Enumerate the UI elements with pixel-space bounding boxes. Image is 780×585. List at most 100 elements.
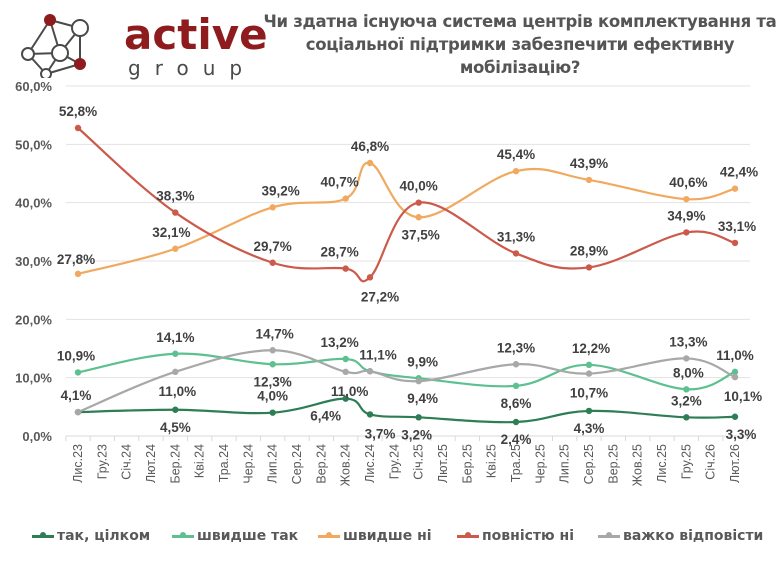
data-label: 3,3%	[726, 427, 757, 442]
data-label: 40,7%	[321, 175, 359, 190]
x-tick-label: Кві.25	[485, 444, 499, 478]
data-point	[415, 377, 422, 385]
y-tick-label: 30,0%	[15, 254, 52, 269]
data-point	[342, 195, 349, 202]
y-tick-label: 50,0%	[15, 137, 52, 152]
network-logo-icon	[21, 14, 89, 78]
x-tick-label: Бер.24	[168, 444, 182, 484]
series-line	[77, 352, 736, 391]
x-tick-label: Лип.25	[558, 444, 572, 483]
data-point	[366, 411, 374, 418]
data-point	[512, 250, 520, 257]
data-point	[512, 418, 520, 426]
legend-item[interactable]: так, цілком	[32, 528, 150, 544]
legend-item[interactable]: швидше ні	[318, 528, 432, 544]
x-tick-label: Чер.24	[241, 444, 255, 484]
y-tick-label: 40,0%	[15, 196, 52, 211]
series-line	[77, 127, 736, 283]
series-line	[77, 397, 736, 424]
legend-item[interactable]: повністю ні	[457, 528, 574, 544]
x-tick-label: Лис.25	[655, 444, 669, 483]
data-point	[683, 386, 690, 393]
data-label: 12,3%	[254, 374, 292, 389]
data-point	[683, 414, 690, 421]
data-point	[415, 199, 422, 206]
x-tick-label: Лис.23	[71, 444, 85, 483]
data-label: 3,2%	[671, 393, 702, 408]
x-tick-label: Гру.23	[95, 444, 109, 479]
data-label: 12,3%	[497, 340, 535, 355]
data-label: 27,8%	[57, 252, 95, 267]
data-label: 10,7%	[570, 386, 608, 401]
data-point	[585, 361, 593, 369]
data-point	[512, 361, 520, 368]
data-label: 46,8%	[351, 139, 389, 154]
data-label: 12,2%	[572, 341, 610, 356]
data-label: 2,4%	[501, 432, 532, 447]
data-label: 37,5%	[402, 227, 440, 242]
data-point	[415, 214, 422, 221]
data-point	[731, 239, 739, 247]
x-tick-label: Кві.24	[193, 444, 207, 478]
data-label: 14,7%	[256, 326, 294, 341]
data-label: 9,4%	[407, 391, 438, 406]
data-point	[585, 176, 593, 184]
data-label: 6,4%	[310, 409, 341, 424]
data-label: 11,0%	[331, 384, 369, 399]
legend-item[interactable]: важко відповісти	[598, 528, 763, 544]
legend-line-marker-icon	[457, 532, 479, 538]
legend-label: швидше так	[197, 528, 299, 544]
legend-item[interactable]: швидше так	[172, 528, 298, 544]
data-point	[269, 347, 276, 354]
data-label: 8,0%	[673, 365, 704, 380]
logo-subtitle: group	[128, 56, 257, 80]
legend-line-marker-icon	[318, 532, 340, 538]
data-label: 3,7%	[365, 426, 396, 441]
gridlines	[66, 85, 750, 379]
data-label: 11,1%	[359, 347, 397, 362]
data-point	[269, 204, 276, 211]
line-chart: 0,0% 10,0% 20,0% 30,0% 40,0% 50,0% 60,0% Лис.2…	[15, 79, 762, 486]
y-tick-label: 20,0%	[15, 312, 52, 327]
data-label: 40,0%	[400, 179, 438, 194]
data-point	[512, 167, 520, 175]
legend-label: швидше ні	[343, 528, 432, 544]
data-point	[74, 369, 82, 376]
data-label: 13,2%	[321, 335, 359, 350]
x-tick-label: Сер.24	[290, 444, 304, 484]
data-point	[172, 350, 179, 357]
x-tick-label: Січ.26	[704, 444, 718, 480]
data-point	[172, 245, 179, 252]
data-label: 13,3%	[669, 334, 707, 349]
data-point	[366, 274, 374, 281]
data-label: 34,9%	[667, 208, 705, 223]
data-label: 52,8%	[59, 104, 97, 119]
data-point	[585, 264, 593, 271]
data-label: 43,9%	[570, 156, 608, 171]
x-tick-label: Січ.25	[412, 444, 426, 480]
x-tick-label: Гру.24	[387, 444, 401, 479]
data-point	[585, 407, 593, 415]
data-point	[585, 370, 593, 377]
logo-wordmark: active	[124, 10, 268, 59]
data-point	[342, 265, 349, 272]
y-tick-label: 60,0%	[15, 79, 52, 94]
data-point	[74, 270, 82, 278]
data-point	[172, 209, 179, 216]
data-label: 3,2%	[401, 427, 432, 442]
data-label: 4,1%	[61, 388, 92, 403]
x-tick-label: Вер.25	[606, 444, 620, 484]
data-label: 11,0%	[716, 348, 754, 363]
data-label: 29,7%	[254, 239, 292, 254]
data-label: 10,1%	[724, 389, 762, 404]
data-point	[512, 382, 520, 390]
y-tick-label: 10,0%	[15, 371, 52, 386]
x-tick-label: Вер.24	[314, 444, 328, 484]
legend-label: так, цілком	[57, 528, 151, 544]
data-label: 8,6%	[501, 396, 532, 411]
series-lines	[74, 124, 739, 426]
legend-label: важко відповісти	[623, 528, 764, 544]
legend: так, цілком швидше так швидше ні повністю н…	[0, 528, 780, 550]
legend-line-marker-icon	[172, 532, 194, 538]
data-label: 42,4%	[720, 165, 758, 180]
